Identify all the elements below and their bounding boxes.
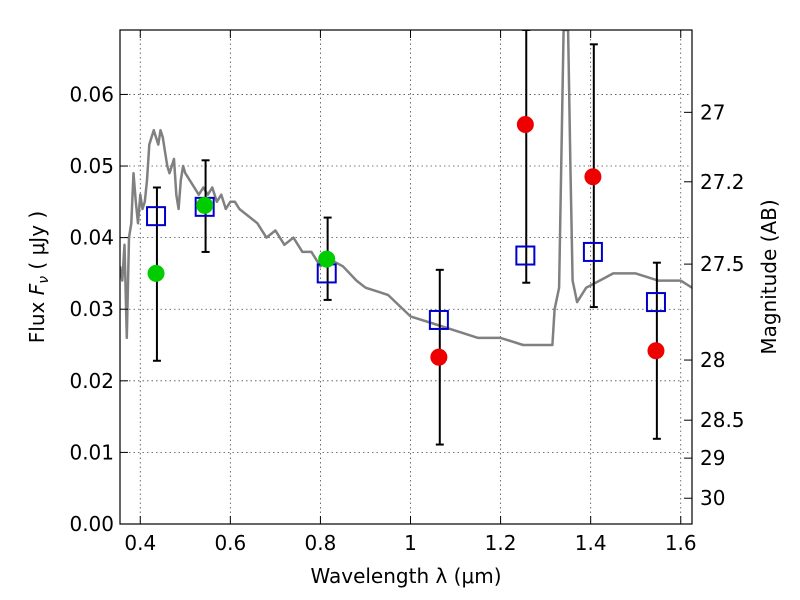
y-axis-label: Flux Fν ( μJy ) — [25, 211, 52, 343]
y2-tick-label: 30 — [700, 486, 725, 510]
x-tick-label: 1.2 — [485, 531, 517, 555]
y2-axis-label: Magnitude (AB) — [757, 199, 781, 354]
red-point — [430, 348, 448, 366]
x-tick-label: 1.4 — [575, 531, 607, 555]
y-tick-label: 0.01 — [69, 440, 114, 464]
blue-square-marker — [428, 309, 449, 330]
y2-tick-label: 27 — [700, 100, 725, 124]
blue-square-marker — [645, 292, 666, 313]
green-point — [318, 250, 336, 268]
x-tick-label: 1 — [404, 531, 417, 555]
blue-square-marker — [515, 245, 536, 266]
plot-frame — [119, 29, 693, 525]
y2-tick-label: 29 — [700, 446, 725, 470]
red-point — [584, 168, 602, 186]
y-tick-label: 0.02 — [69, 369, 114, 393]
blue-square-marker — [146, 206, 167, 227]
axis-ticks: 0.4 0.6 0.8 1 1.2 1.4 1.6 0.00 0.01 0.02 0.03 0.04 0… — [69, 30, 745, 555]
y-tick-label: 0.05 — [69, 154, 114, 178]
model-spectrum-line — [120, 30, 692, 347]
y2-tick-label: 27.2 — [700, 170, 745, 194]
y-tick-label: 0.00 — [69, 512, 114, 536]
data-layer — [120, 30, 692, 446]
x-tick-label: 0.8 — [305, 531, 337, 555]
y2-tick-label: 28 — [700, 348, 725, 372]
y2-tick-label: 27.5 — [700, 252, 745, 276]
y-tick-label: 0.04 — [69, 226, 114, 250]
x-axis-label: Wavelength λ (μm) — [310, 564, 501, 588]
red-point — [516, 116, 534, 134]
x-tick-label: 1.6 — [665, 531, 697, 555]
y-tick-label: 0.03 — [69, 297, 114, 321]
x-tick-label: 0.6 — [214, 531, 246, 555]
green-point — [147, 264, 165, 282]
y-tick-label: 0.06 — [69, 82, 114, 106]
x-tick-label: 0.4 — [124, 531, 156, 555]
blue-square-marker — [582, 241, 603, 262]
green-point — [196, 196, 214, 214]
red-point — [647, 342, 665, 360]
y2-tick-label: 28.5 — [700, 408, 745, 432]
